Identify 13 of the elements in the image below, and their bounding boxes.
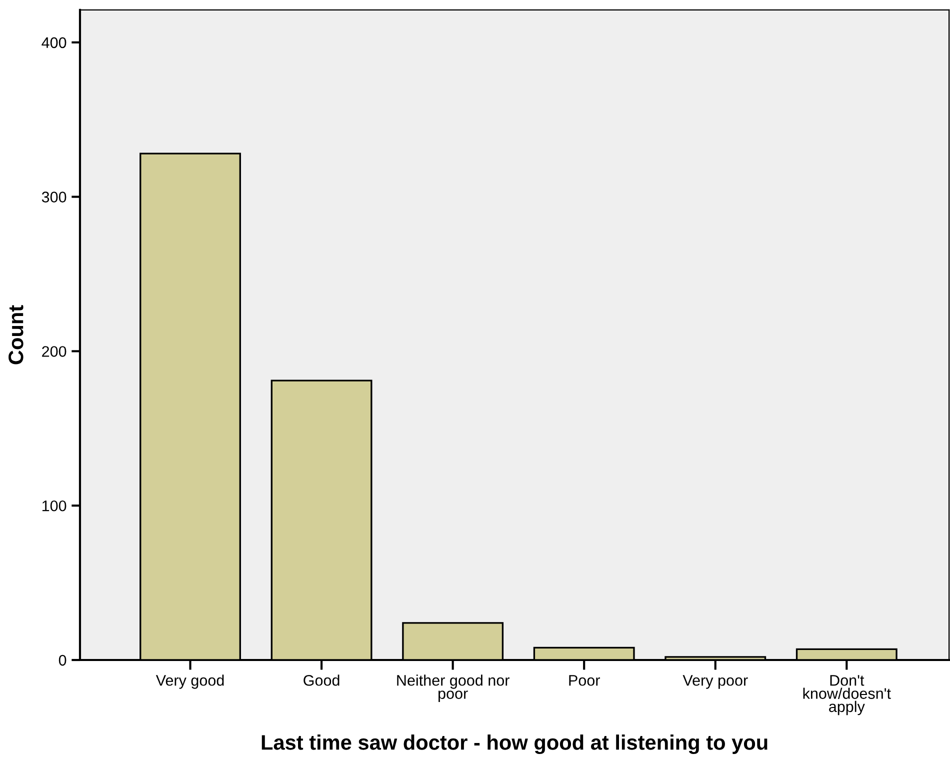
x-axis-title: Last time saw doctor - how good at listening to you: [262, 734, 768, 754]
x-tick-label: Neither good nor poor: [397, 674, 510, 702]
y-tick-label: 200: [42, 346, 66, 357]
y-axis-title: Count: [8, 305, 24, 364]
y-tick-label: 100: [42, 500, 66, 512]
y-tick-label: 400: [42, 37, 66, 48]
x-tick-label: Don't know/doesn't apply: [803, 675, 891, 716]
y-tick-label: 300: [42, 192, 66, 202]
y-tick-label: 0: [58, 654, 66, 666]
x-tick-label: Good: [304, 674, 340, 686]
x-tick-label: Poor: [569, 675, 600, 686]
x-tick-label: Very good: [156, 674, 224, 689]
x-tick-label: Very poor: [682, 675, 748, 689]
